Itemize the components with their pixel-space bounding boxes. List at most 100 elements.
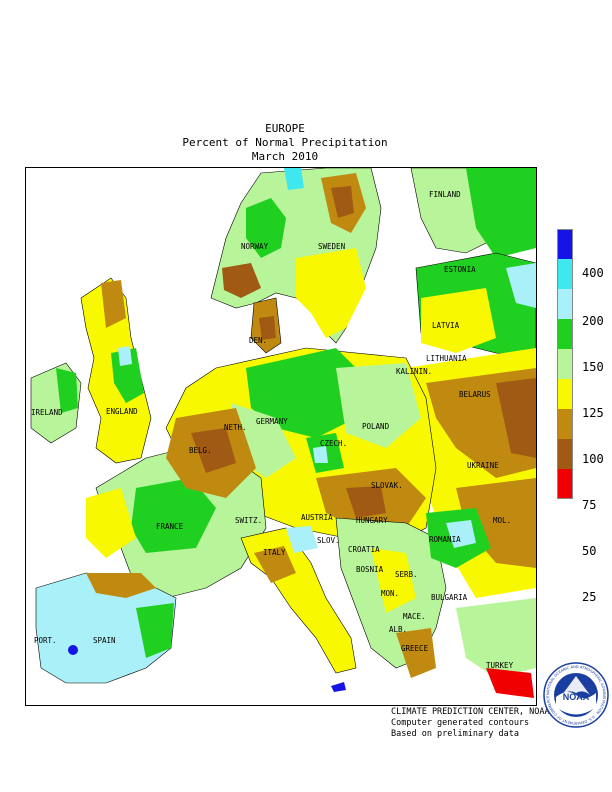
- britain-brown: [101, 280, 126, 328]
- noaa-seal-icon: NOAA NATIONAL OCEANIC AND ATMOSPHERIC AD…: [543, 662, 609, 728]
- legend-label-400: 400: [582, 266, 604, 280]
- scandinavia-region: [210, 168, 536, 344]
- label-estonia: ESTONIA: [444, 265, 476, 274]
- label-spain: SPAIN: [93, 636, 116, 645]
- label-slovakia: SLOVAK.: [371, 481, 403, 490]
- label-ukraine: UKRAINE: [467, 461, 499, 470]
- label-denmark: DEN.: [249, 336, 267, 345]
- iberia-north-brown: [86, 573, 156, 598]
- credits-block: CLIMATE PREDICTION CENTER, NOAA Computer…: [391, 707, 550, 740]
- label-belgium: BELG.: [189, 446, 212, 455]
- sweden-darkbrown-zone: [331, 186, 354, 218]
- legend-label-125: 125: [582, 406, 604, 420]
- france-south-yellow: [86, 488, 136, 558]
- iberia-region: [35, 572, 177, 684]
- label-france: FRANCE: [156, 522, 184, 531]
- label-england: ENGLAND: [106, 407, 138, 416]
- hungary-darkbrown: [346, 486, 386, 518]
- label-portugal: PORT.: [34, 636, 57, 645]
- label-croatia: CROATIA: [348, 545, 380, 554]
- czech-cyan: [313, 446, 328, 463]
- legend-swatch: [557, 469, 573, 499]
- legend-swatch: [557, 229, 573, 259]
- label-italy: ITALY: [263, 548, 286, 557]
- belarus-darkbrown: [496, 378, 536, 458]
- legend-swatch: [557, 259, 573, 289]
- italy-brown: [254, 546, 296, 583]
- legend-colorbar: [557, 229, 573, 499]
- label-moldova: MOL.: [493, 516, 511, 525]
- label-czech: CZECH.: [320, 439, 347, 448]
- iberia-east-green: [136, 603, 174, 658]
- map-svg: FINLAND NORWAY SWEDEN ESTONIA LATVIA LIT…: [30, 168, 536, 698]
- france-green: [131, 478, 216, 553]
- label-finland: FINLAND: [429, 190, 461, 199]
- label-albania: ALB.: [389, 625, 407, 634]
- label-norway: NORWAY: [241, 242, 269, 251]
- belgium-darkbrown: [191, 428, 236, 473]
- legend-label-200: 200: [582, 314, 604, 328]
- label-kaliningrad: KALININ.: [396, 367, 432, 376]
- turkey-base: [456, 598, 536, 678]
- legend-swatch: [557, 379, 573, 409]
- germany-green: [246, 348, 366, 438]
- legend-label-150: 150: [582, 360, 604, 374]
- sicily-blue: [331, 682, 346, 692]
- south-norway-brown: [222, 263, 261, 298]
- label-montenegro: MON.: [381, 589, 399, 598]
- label-bosnia: BOSNIA: [356, 565, 384, 574]
- latvia-lithuania-yellow: [421, 288, 496, 353]
- label-latvia: LATVIA: [432, 321, 460, 330]
- label-sweden: SWEDEN: [318, 242, 345, 251]
- label-turkey: TURKEY: [486, 661, 514, 670]
- south-sweden-yellow: [296, 248, 366, 338]
- legend-swatch: [557, 289, 573, 319]
- eastern-region: [406, 252, 536, 598]
- country-labels: FINLAND NORWAY SWEDEN ESTONIA LATVIA LIT…: [31, 190, 514, 670]
- norway-green-zone: [246, 198, 286, 258]
- romania-cyan: [446, 520, 476, 548]
- legend-label-50: 50: [582, 544, 597, 558]
- ukraine-brown: [456, 478, 536, 568]
- poland-light: [336, 363, 421, 448]
- denmark-darkbrown: [259, 316, 276, 340]
- turkey-red: [486, 668, 534, 698]
- finland-green: [466, 168, 536, 258]
- legend-swatch: [557, 409, 573, 439]
- noaa-logo: NOAA NATIONAL OCEANIC AND ATMOSPHERIC AD…: [543, 662, 609, 732]
- noaa-logo-text: NOAA: [563, 692, 590, 702]
- label-belarus: BELARUS: [459, 390, 491, 399]
- map-title-block: EUROPE Percent of Normal Precipitation M…: [0, 122, 570, 164]
- baltic-cyan: [506, 263, 536, 308]
- legend-swatch: [557, 319, 573, 349]
- label-hungary: HUNGARY: [356, 516, 388, 525]
- credit-source: CLIMATE PREDICTION CENTER, NOAA: [391, 707, 550, 717]
- britain-cyan: [118, 346, 132, 366]
- label-lithuania: LITHUANIA: [426, 354, 467, 363]
- map-variable-title: Percent of Normal Precipitation: [182, 136, 388, 149]
- north-cyan-zone: [284, 168, 304, 190]
- western-region: [86, 408, 267, 599]
- legend-label-25: 25: [582, 590, 597, 604]
- italy-balkans: [240, 508, 536, 698]
- map-period-title: March 2010: [251, 150, 319, 163]
- credit-note: Based on preliminary data: [391, 729, 519, 739]
- label-netherlands: NETH.: [224, 423, 247, 432]
- balkans-yellow: [371, 548, 416, 613]
- legend-label-75: 75: [582, 498, 597, 512]
- legend-swatch: [557, 349, 573, 379]
- british-isles: [30, 277, 152, 464]
- label-greece: GREECE: [401, 644, 429, 653]
- label-austria: AUSTRIA: [301, 513, 333, 522]
- greece-brown: [396, 628, 436, 678]
- precipitation-map: FINLAND NORWAY SWEDEN ESTONIA LATVIA LIT…: [25, 167, 537, 706]
- label-romania: ROMANIA: [429, 535, 461, 544]
- italy-cyan: [286, 526, 318, 553]
- ireland-green: [56, 368, 78, 413]
- iberia-blue-spot: [68, 645, 78, 655]
- map-region-title: EUROPE: [265, 122, 305, 135]
- credit-method: Computer generated contours: [391, 718, 530, 728]
- label-ireland: IRELAND: [31, 408, 63, 417]
- label-switzerland: SWITZ.: [235, 516, 262, 525]
- label-macedonia: MACE.: [403, 612, 426, 621]
